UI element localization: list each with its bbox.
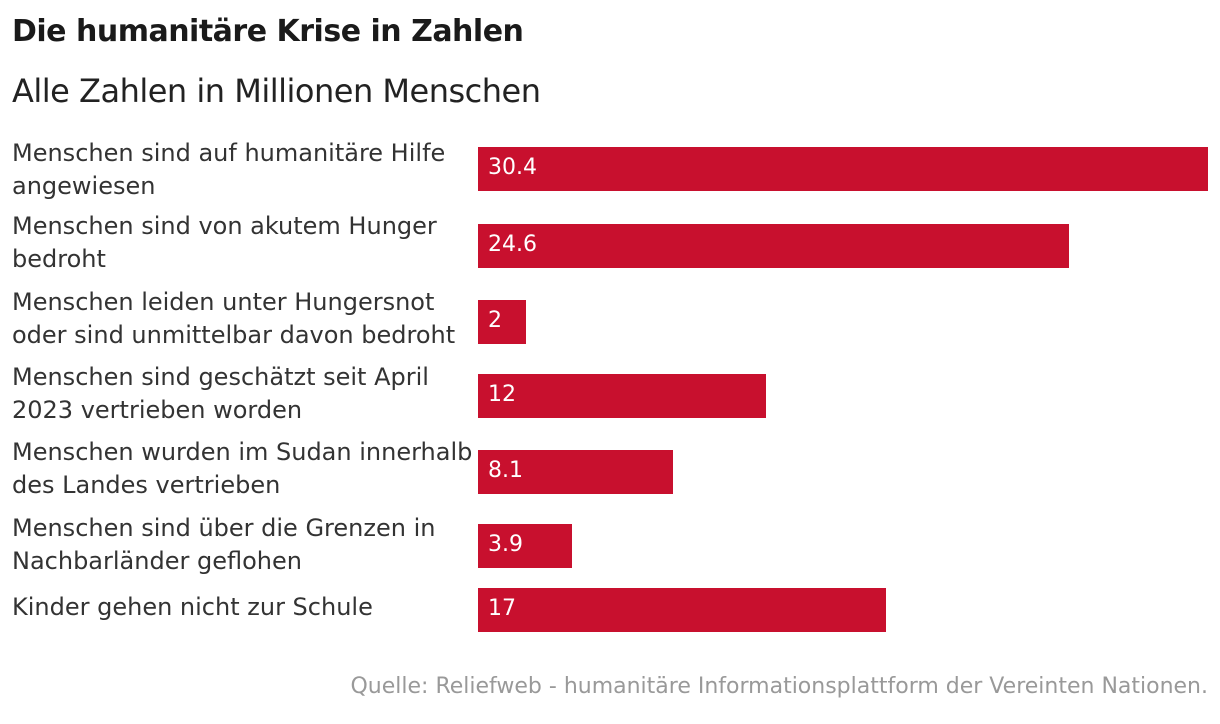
bar-value-label: 17 [488,596,516,621]
category-label: Kinder gehen nicht zur Schule [12,593,373,621]
category-label: Menschen sind geschätzt seit April 2023 … [12,363,429,424]
bar [478,588,886,632]
bar-value-label: 8.1 [488,458,523,483]
bar-value-label: 3.9 [488,532,523,557]
category-label: Menschen sind über die Grenzen in Nachba… [12,514,436,575]
category-label: Menschen sind von akutem Hunger bedroht [12,212,437,273]
bar [478,300,526,344]
bar [478,224,1069,268]
chart-subtitle: Alle Zahlen in Millionen Menschen [12,72,541,110]
bar-value-label: 24.6 [488,232,537,257]
bar-value-label: 12 [488,382,516,407]
bar [478,524,572,568]
bar-value-label: 2 [488,308,502,333]
bar [478,147,1208,191]
bar [478,374,766,418]
category-label: Menschen wurden im Sudan innerhalb des L… [12,438,473,499]
category-label: Menschen sind auf humanitäre Hilfe angew… [12,139,446,200]
bar-value-label: 30.4 [488,155,537,180]
source-note: Quelle: Reliefweb - humanitäre Informati… [350,674,1208,699]
chart-title: Die humanitäre Krise in Zahlen [12,14,524,49]
bar [478,450,673,494]
category-label: Menschen leiden unter Hungersnot oder si… [12,288,456,349]
